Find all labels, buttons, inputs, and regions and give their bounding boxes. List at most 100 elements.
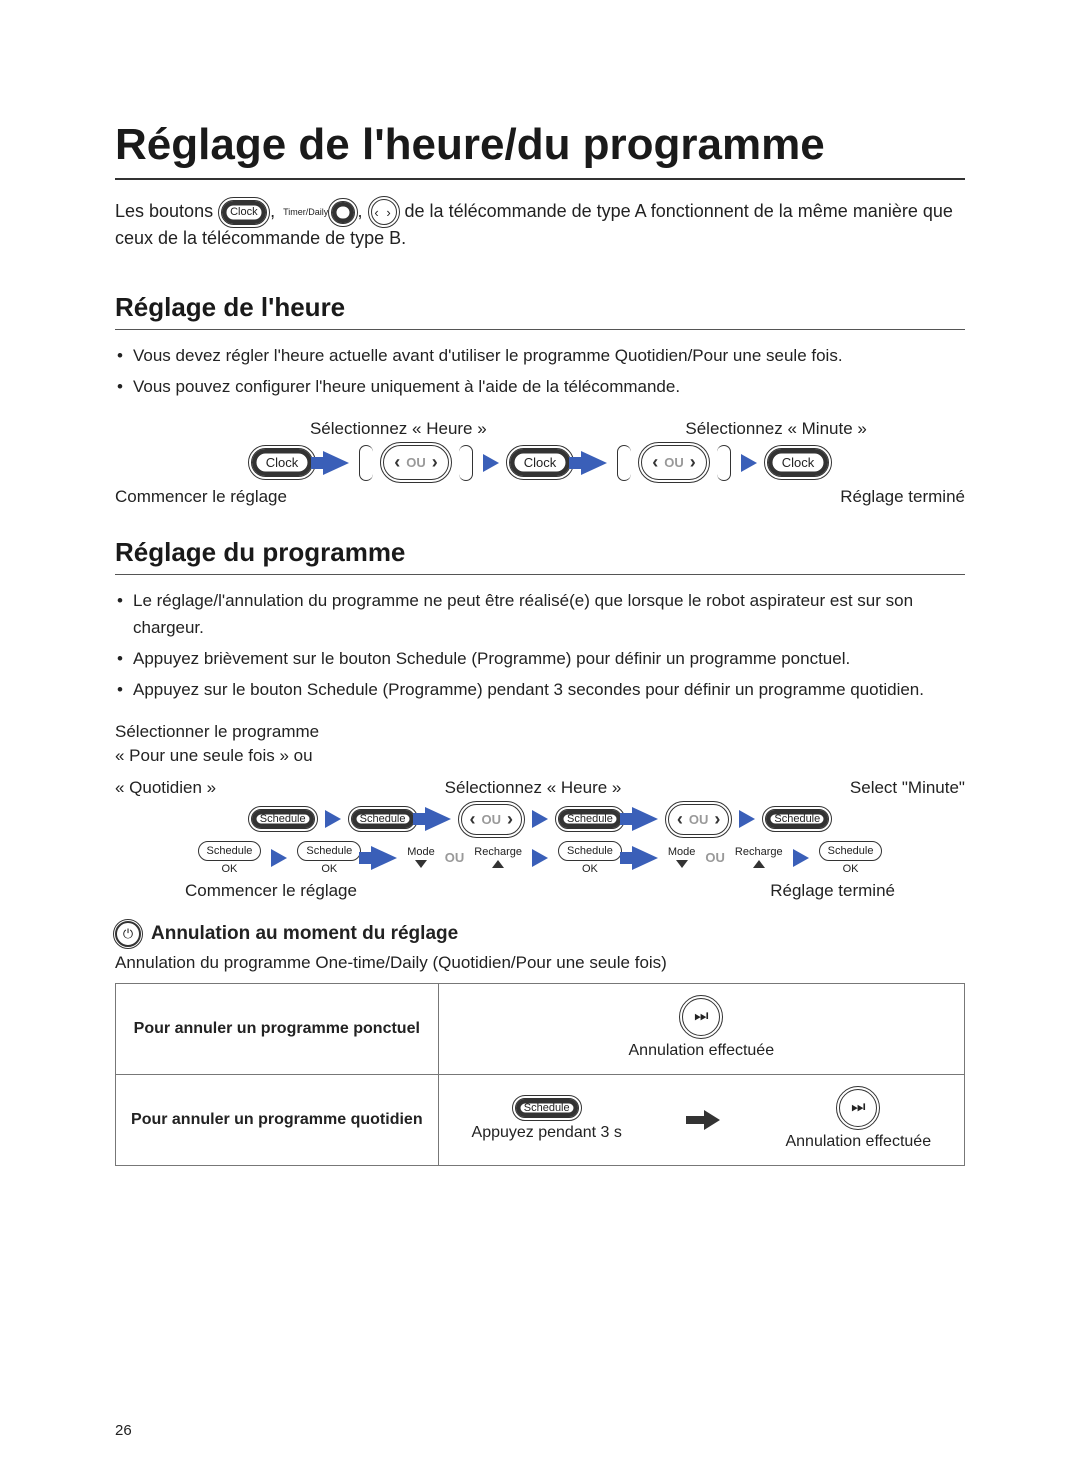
arrow-icon xyxy=(325,810,341,828)
timer-daily-label: Timer/Daily xyxy=(283,207,328,217)
left-angle-icon: ‹ xyxy=(470,809,476,830)
mode-label: Mode xyxy=(407,846,435,858)
section2-heading: Réglage du programme xyxy=(115,537,965,575)
arrow-icon xyxy=(632,807,658,831)
power-icon: ⏻ xyxy=(115,921,141,947)
section1-top-labels: Sélectionnez « Heure » Sélectionnez « Mi… xyxy=(115,419,965,439)
schedule-ok-button[interactable]: Schedule OK xyxy=(819,841,883,875)
clock-button[interactable]: Clock xyxy=(251,448,314,477)
label-select-program-2: « Pour une seule fois » ou xyxy=(115,745,965,767)
arrow-icon xyxy=(271,849,287,867)
section1-flow: Clock ‹ OU › Clock ‹ OU › Clock xyxy=(115,445,965,481)
ou-label: OU xyxy=(664,455,684,470)
bracket-icon xyxy=(359,445,373,481)
arrow-icon xyxy=(532,810,548,828)
arrow-icon xyxy=(739,810,755,828)
left-angle-icon: ‹ xyxy=(677,809,683,830)
cancel-done-label: Annulation effectuée xyxy=(629,1042,775,1060)
ou-left-right-group[interactable]: ‹ OU › xyxy=(461,804,523,835)
mode-down-button[interactable]: Mode xyxy=(407,846,435,870)
chevron-up-icon xyxy=(490,860,506,870)
schedule-ok-button[interactable]: Schedule OK xyxy=(558,841,622,875)
ou-left-right-group[interactable]: ‹ OU › xyxy=(641,445,707,480)
bracket-icon xyxy=(459,445,473,481)
section3-heading-row: ⏻ Annulation au moment du réglage xyxy=(115,921,965,947)
chevron-down-icon xyxy=(674,860,690,870)
section1-bullet-2: Vous pouvez configurer l'heure uniquemen… xyxy=(115,373,965,400)
timer-daily-oval-icon xyxy=(331,201,355,224)
play-pause-button[interactable]: ⏭ xyxy=(682,998,720,1036)
bracket-icon xyxy=(717,445,731,481)
table-row: Pour annuler un programme quotidien Sche… xyxy=(116,1074,965,1165)
bracket-icon xyxy=(617,445,631,481)
arrow-icon xyxy=(632,846,658,870)
intro-text-before: Les boutons xyxy=(115,201,218,221)
section2-top-labels: Sélectionner le programme « Pour une seu… xyxy=(115,721,965,797)
recharge-up-button[interactable]: Recharge xyxy=(474,846,522,870)
press-3s-label: Appuyez pendant 3 s xyxy=(472,1124,622,1142)
ou-label: OU xyxy=(482,812,502,827)
ou-label: OU xyxy=(705,850,725,865)
schedule-ok-button[interactable]: Schedule OK xyxy=(198,841,262,875)
recharge-up-button[interactable]: Recharge xyxy=(735,846,783,870)
ok-label: OK xyxy=(582,863,598,875)
timer-daily-icon: Timer/Daily xyxy=(283,201,354,224)
schedule-label: Schedule xyxy=(819,841,883,861)
arrow-icon xyxy=(581,451,607,475)
label-start-setting: Commencer le réglage xyxy=(115,487,287,507)
recharge-label: Recharge xyxy=(474,846,522,858)
ok-label: OK xyxy=(321,863,337,875)
section3-subtext: Annulation du programme One-time/Daily (… xyxy=(115,953,965,973)
ou-label: OU xyxy=(689,812,709,827)
ou-label: OU xyxy=(445,850,465,865)
schedule-ok-button[interactable]: Schedule OK xyxy=(297,841,361,875)
schedule-button[interactable]: Schedule xyxy=(351,809,415,829)
schedule-button[interactable]: Schedule xyxy=(251,809,315,829)
schedule-label: Schedule xyxy=(558,841,622,861)
table-row: Pour annuler un programme ponctuel ⏭ Ann… xyxy=(116,983,965,1074)
ou-left-right-group[interactable]: ‹ OU › xyxy=(668,804,730,835)
cancel-done-label: Annulation effectuée xyxy=(785,1133,931,1151)
right-angle-icon: › xyxy=(714,809,720,830)
ou-left-right-group[interactable]: ‹ OU › xyxy=(383,445,449,480)
play-pause-button[interactable]: ⏭ xyxy=(839,1089,877,1127)
section2-flow-row1: Schedule Schedule ‹ OU › Schedule ‹ OU ›… xyxy=(115,804,965,835)
label-start-setting: Commencer le réglage xyxy=(185,881,357,901)
schedule-button[interactable]: Schedule xyxy=(558,809,622,829)
mode-label: Mode xyxy=(668,846,696,858)
section1-bullets: Vous devez régler l'heure actuelle avant… xyxy=(115,342,965,400)
arrow-icon xyxy=(793,849,809,867)
section3-heading: Annulation au moment du réglage xyxy=(151,923,458,945)
schedule-button[interactable]: Schedule xyxy=(765,809,829,829)
clock-icon: Clock xyxy=(221,200,267,225)
section2-bullet-3: Appuyez sur le bouton Schedule (Programm… xyxy=(115,676,965,703)
section1-bottom-labels: Commencer le réglage Réglage terminé xyxy=(115,487,965,507)
clock-button[interactable]: Clock xyxy=(509,448,572,477)
section1-heading: Réglage de l'heure xyxy=(115,292,965,330)
label-setting-done: Réglage terminé xyxy=(770,881,895,901)
left-right-icon xyxy=(371,199,397,225)
cancel-table: Pour annuler un programme ponctuel ⏭ Ann… xyxy=(115,983,965,1166)
section-schedule-setting: Réglage du programme Le réglage/l'annula… xyxy=(115,537,965,1166)
schedule-label: Schedule xyxy=(198,841,262,861)
arrow-icon xyxy=(532,849,548,867)
label-select-minute: Sélectionnez « Minute » xyxy=(682,419,871,439)
left-angle-icon: ‹ xyxy=(394,452,400,473)
schedule-button[interactable]: Schedule xyxy=(515,1098,579,1118)
section1-bullet-1: Vous devez régler l'heure actuelle avant… xyxy=(115,342,965,369)
arrow-icon xyxy=(741,454,757,472)
label-select-hour: Sélectionnez « Heure » xyxy=(304,419,493,439)
label-select-program-1: Sélectionner le programme xyxy=(115,721,965,743)
chevron-up-icon xyxy=(751,860,767,870)
arrow-icon xyxy=(425,807,451,831)
right-angle-icon: › xyxy=(432,452,438,473)
cancel-daily-label: Pour annuler un programme quotidien xyxy=(116,1074,439,1165)
chevron-down-icon xyxy=(413,860,429,870)
section-time-setting: Réglage de l'heure Vous devez régler l'h… xyxy=(115,292,965,506)
section2-bullets: Le réglage/l'annulation du programme ne … xyxy=(115,587,965,704)
clock-button[interactable]: Clock xyxy=(767,448,830,477)
page-number: 26 xyxy=(115,1422,132,1439)
arrow-icon xyxy=(686,1112,722,1128)
right-angle-icon: › xyxy=(507,809,513,830)
mode-down-button[interactable]: Mode xyxy=(668,846,696,870)
